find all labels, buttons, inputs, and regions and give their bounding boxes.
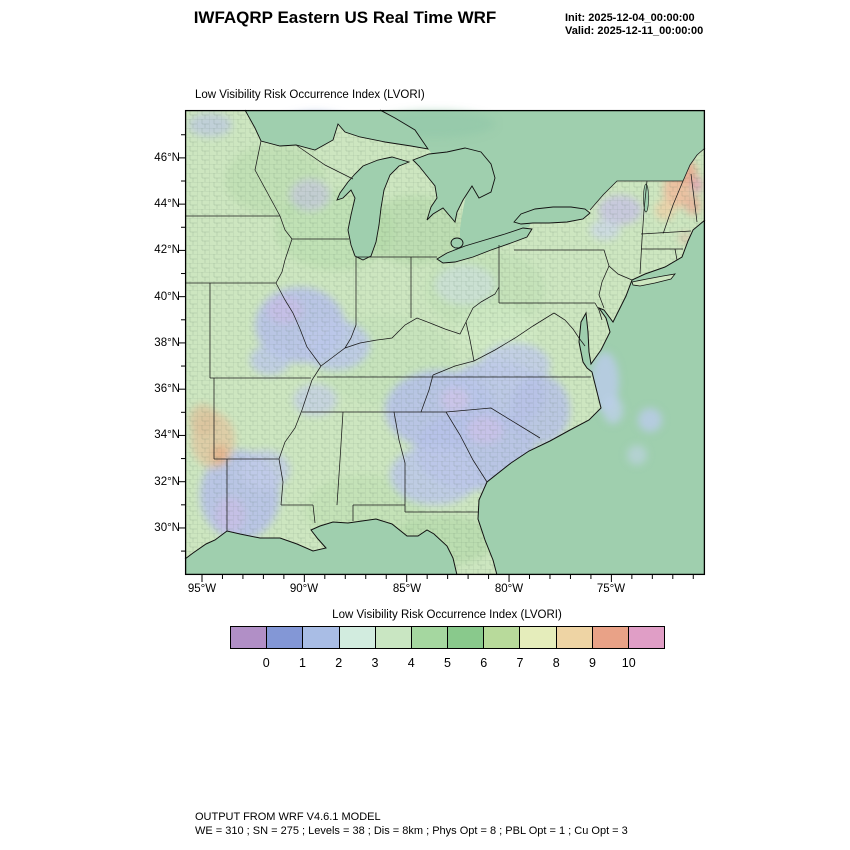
colorbar-tick-label: 1 bbox=[299, 656, 306, 670]
lvori-map bbox=[178, 109, 706, 582]
y-axis-label: 34°N bbox=[154, 429, 180, 441]
valid-time: Valid: 2025-12-11_00:00:00 bbox=[565, 25, 704, 37]
y-axis-label: 40°N bbox=[154, 291, 180, 303]
colorbar-segment bbox=[302, 627, 339, 648]
axis-ticks bbox=[178, 134, 694, 582]
lake-st-clair bbox=[450, 237, 464, 249]
colorbar-segment bbox=[519, 627, 556, 648]
map-title: Low Visibility Risk Occurrence Index (LV… bbox=[195, 89, 425, 101]
colorbar-tick-label: 6 bbox=[480, 656, 488, 670]
x-axis-label: 80°W bbox=[494, 583, 524, 595]
colorbar-segment bbox=[231, 627, 267, 648]
colorbar-tick-label: 2 bbox=[335, 656, 343, 670]
lake-erie bbox=[436, 227, 533, 264]
colorbar-segment bbox=[338, 627, 375, 648]
colorbar-segment bbox=[266, 627, 303, 648]
great-lakes bbox=[244, 109, 649, 264]
colorbar-tick-label: 5 bbox=[444, 656, 451, 670]
colorbar-tick-label: 3 bbox=[371, 656, 379, 670]
lake-superior bbox=[245, 110, 428, 150]
x-axis-label: 90°W bbox=[289, 583, 319, 595]
colorbar-segment bbox=[555, 627, 592, 648]
colorbar-segment bbox=[447, 627, 484, 648]
colorbar-title: Low Visibility Risk Occurrence Index (LV… bbox=[332, 609, 562, 621]
init-time: Init: 2025-12-04_00:00:00 bbox=[565, 12, 695, 24]
x-axis-label: 85°W bbox=[392, 583, 422, 595]
colorbar-tick-label: 10 bbox=[621, 656, 636, 670]
colorbar bbox=[230, 626, 665, 649]
footer-config-line: WE = 310 ; SN = 275 ; Levels = 38 ; Dis … bbox=[195, 825, 628, 837]
lake-michigan bbox=[336, 156, 411, 261]
y-axis-label: 30°N bbox=[154, 522, 180, 534]
x-axis-label: 95°W bbox=[187, 583, 217, 595]
colorbar-tick-label: 0 bbox=[262, 656, 270, 670]
x-axis-label: 75°W bbox=[596, 583, 626, 595]
colorbar-tick-label: 9 bbox=[589, 656, 596, 670]
y-axis-label: 44°N bbox=[154, 198, 180, 210]
page-title: IWFAQRP Eastern US Real Time WRF bbox=[193, 8, 497, 27]
footer-model-line: OUTPUT FROM WRF V4.6.1 MODEL bbox=[195, 811, 381, 823]
y-axis-label: 32°N bbox=[154, 476, 180, 488]
state-borders bbox=[185, 140, 698, 531]
footer: OUTPUT FROM WRF V4.6.1 MODEL WE = 310 ; … bbox=[195, 810, 628, 838]
y-axis-label: 46°N bbox=[154, 152, 180, 164]
colorbar-segment bbox=[591, 627, 628, 648]
colorbar-segment bbox=[483, 627, 520, 648]
lake-ontario bbox=[513, 206, 591, 225]
coastline bbox=[184, 219, 706, 576]
colorbar-segment bbox=[410, 627, 448, 648]
y-axis-label: 38°N bbox=[154, 337, 180, 349]
colorbar-segment bbox=[627, 627, 665, 648]
y-axis-label: 42°N bbox=[154, 244, 180, 256]
colorbar-segment bbox=[374, 627, 411, 648]
colorbar-tick-label: 4 bbox=[407, 656, 415, 670]
y-axis-label: 36°N bbox=[154, 383, 180, 395]
colorbar-tick-label: 7 bbox=[516, 656, 524, 670]
long-island bbox=[631, 273, 676, 287]
lake-huron bbox=[412, 147, 496, 223]
run-info: Init: 2025-12-04_00:00:00 Valid: 2025-12… bbox=[565, 12, 703, 38]
map-frame bbox=[184, 109, 706, 576]
map-svg bbox=[178, 109, 706, 582]
colorbar-tick-label: 8 bbox=[552, 656, 560, 670]
